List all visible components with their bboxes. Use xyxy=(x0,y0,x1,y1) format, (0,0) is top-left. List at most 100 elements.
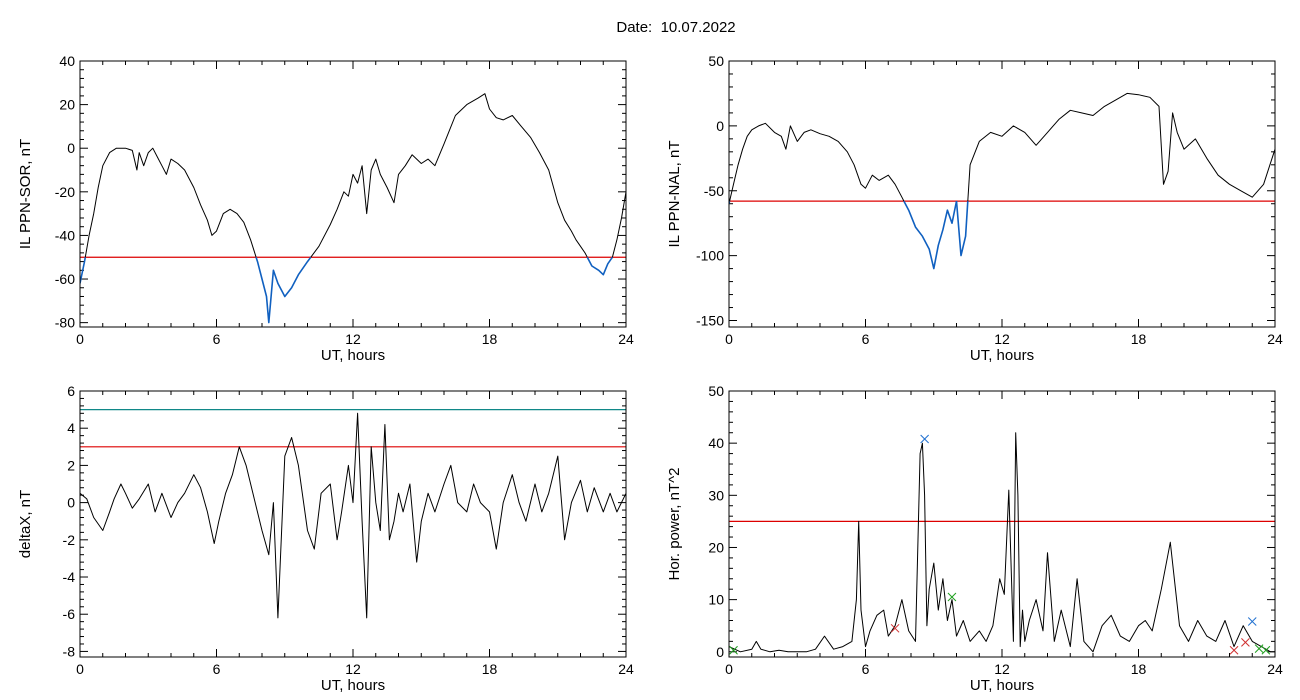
y-tick-label: -100 xyxy=(696,248,724,264)
y-axis-label: deltaX, nT xyxy=(17,490,34,558)
x-tick-label: 0 xyxy=(76,331,84,347)
series-line xyxy=(611,191,626,258)
marker-x xyxy=(890,623,900,633)
y-tick-label: -4 xyxy=(63,569,76,585)
series-line xyxy=(729,122,905,202)
y-tick-label: 2 xyxy=(67,457,75,473)
date-title: Date: 10.07.2022 xyxy=(0,19,1300,36)
y-tick-label: 6 xyxy=(67,383,75,399)
y-tick-label: 4 xyxy=(67,420,75,436)
plot-frame xyxy=(728,390,1276,658)
y-tick-label: 40 xyxy=(708,435,724,451)
y-tick-label: -60 xyxy=(55,271,75,287)
x-tick-label: 24 xyxy=(1267,331,1283,347)
series-group xyxy=(729,432,1275,655)
y-tick-label: -6 xyxy=(63,606,76,622)
marker-stroke xyxy=(920,434,930,444)
series-group xyxy=(80,93,626,324)
chart-panel-4: 0 6 12 18 24 50 40 30 20 10 0 UT, hours Hor. power, … xyxy=(666,383,1283,694)
y-tick-label: 0 xyxy=(716,118,724,134)
y-tick-label: -40 xyxy=(55,227,75,243)
y-tick-label: -8 xyxy=(63,643,76,659)
y-tick-label: 30 xyxy=(708,487,724,503)
plot-frame xyxy=(79,60,627,328)
marker-stroke xyxy=(1261,645,1271,655)
series-line-below-threshold xyxy=(586,256,614,276)
series-line-below-threshold xyxy=(80,257,87,284)
marker-stroke xyxy=(1241,638,1250,647)
x-tick-label: 24 xyxy=(618,331,634,347)
y-axis-label: Hor. power, nT^2 xyxy=(666,468,683,581)
x-tick-label: 24 xyxy=(1267,661,1283,677)
series-group xyxy=(80,412,626,619)
y-tick-label: 10 xyxy=(708,592,724,608)
series-line xyxy=(310,93,588,258)
y-tick-label: 20 xyxy=(59,97,75,113)
x-tick-label: 24 xyxy=(618,661,634,677)
x-tick-label: 6 xyxy=(862,331,870,347)
marker-x xyxy=(729,645,738,655)
marker-x xyxy=(1254,644,1264,654)
date-value: 10.07.2022 xyxy=(660,19,736,36)
marker-stroke xyxy=(1229,645,1239,655)
x-tick-label: 12 xyxy=(994,661,1010,677)
x-tick-label: 6 xyxy=(213,661,221,677)
x-tick-label: 6 xyxy=(862,661,870,677)
chart-panel-1: 0 6 12 18 24 40 20 0 -20 -40 -60 -80 UT, hours IL PPN… xyxy=(17,53,634,364)
x-axis-label: UT, hours xyxy=(321,677,385,694)
y-tick-label: 0 xyxy=(67,495,75,511)
marker-x xyxy=(1247,617,1257,626)
x-tick-label: 18 xyxy=(482,661,498,677)
chart-panel-2: 0 6 12 18 24 50 0 -50 -100 -150 UT, hours IL PPN-NA… xyxy=(666,53,1283,364)
y-tick-label: 50 xyxy=(708,53,724,69)
y-tick-label: -80 xyxy=(55,315,75,331)
marker-x xyxy=(1229,645,1239,655)
marker-stroke xyxy=(1247,617,1257,626)
marker-stroke xyxy=(1254,644,1264,654)
marker-x xyxy=(1241,638,1250,647)
x-tick-label: 0 xyxy=(76,661,84,677)
y-tick-label: 40 xyxy=(59,53,75,69)
y-tick-label: -150 xyxy=(696,313,724,329)
y-tick-label: 0 xyxy=(716,644,724,660)
plot-frame xyxy=(79,390,627,658)
marker-x xyxy=(947,592,957,602)
x-tick-label: 0 xyxy=(725,661,733,677)
x-tick-label: 12 xyxy=(994,331,1010,347)
y-tick-label: -20 xyxy=(55,184,75,200)
x-tick-label: 0 xyxy=(725,331,733,347)
marker-stroke xyxy=(890,623,900,633)
x-axis-label: UT, hours xyxy=(970,677,1034,694)
marker-stroke xyxy=(729,645,738,655)
date-label: Date: xyxy=(616,19,653,36)
y-tick-label: 0 xyxy=(67,140,75,156)
series-line xyxy=(729,432,1275,653)
marker-stroke xyxy=(947,592,957,602)
marker-x xyxy=(920,434,930,444)
series-line xyxy=(967,92,1275,202)
series-line xyxy=(84,147,257,258)
series-line-below-threshold xyxy=(903,200,958,270)
y-tick-label: 20 xyxy=(708,539,724,555)
x-tick-label: 6 xyxy=(213,331,221,347)
y-tick-label: -50 xyxy=(704,183,724,199)
x-axis-label: UT, hours xyxy=(970,347,1034,364)
x-tick-label: 12 xyxy=(345,331,361,347)
plot-frame xyxy=(728,60,1276,328)
series-line-below-threshold xyxy=(255,256,312,324)
series-line-below-threshold xyxy=(955,201,969,257)
x-tick-label: 12 xyxy=(345,661,361,677)
marker-x xyxy=(1261,645,1271,655)
y-tick-label: -2 xyxy=(63,532,76,548)
y-tick-label: 50 xyxy=(708,383,724,399)
x-tick-label: 18 xyxy=(482,331,498,347)
chart-panel-3: 0 6 12 18 24 6 4 2 0 -2 -4 -6 -8 UT, hours deltaX, nT xyxy=(17,383,634,694)
x-tick-label: 18 xyxy=(1131,661,1147,677)
y-axis-label: IL PPN-SOR, nT xyxy=(17,139,34,249)
series-group xyxy=(729,92,1275,270)
x-axis-label: UT, hours xyxy=(321,347,385,364)
x-tick-label: 18 xyxy=(1131,331,1147,347)
series-line xyxy=(80,412,626,619)
y-axis-label: IL PPN-NAL, nT xyxy=(666,141,683,248)
